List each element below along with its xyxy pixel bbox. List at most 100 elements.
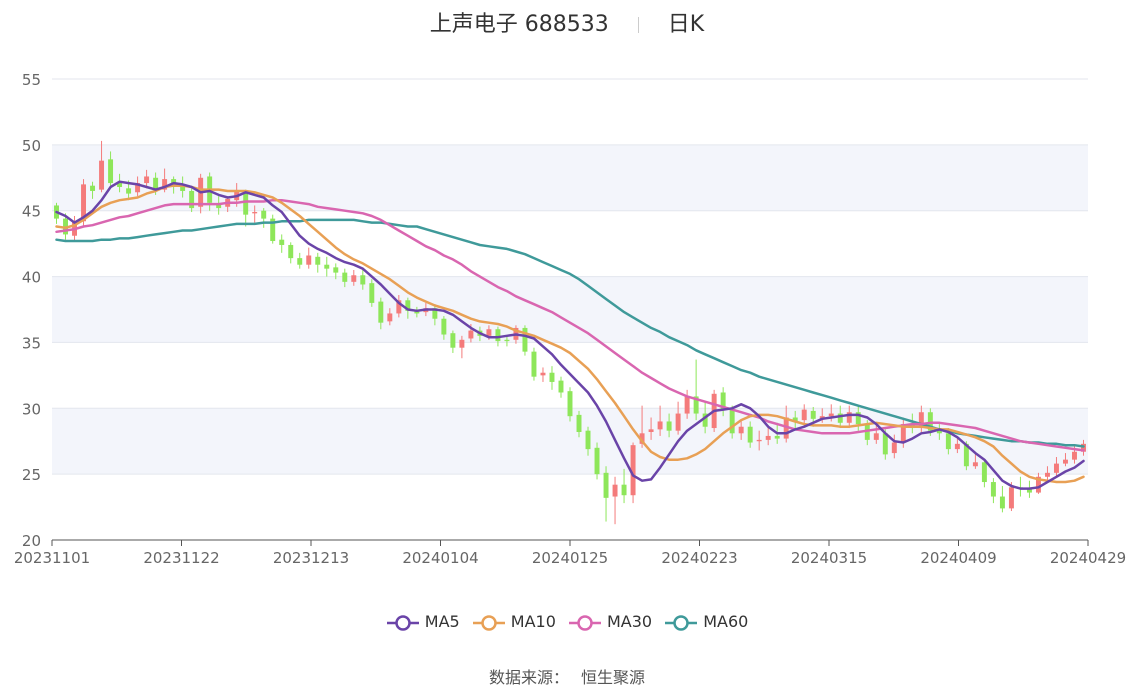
- grid-band: [52, 276, 1088, 343]
- candle-body: [432, 308, 438, 319]
- candle-body: [666, 421, 672, 431]
- candle-body: [81, 184, 87, 222]
- candle-body: [441, 318, 447, 335]
- legend-item-ma5[interactable]: MA5: [386, 612, 460, 632]
- candle-body: [594, 447, 600, 475]
- y-tick-label: 55: [22, 71, 41, 89]
- candle-body: [999, 496, 1005, 509]
- candle-body: [954, 443, 960, 450]
- candle-body: [387, 313, 393, 322]
- candle-body: [486, 329, 492, 336]
- candle-body: [630, 445, 636, 496]
- candle-body: [783, 417, 789, 439]
- candle-body: [612, 484, 618, 497]
- candle-body: [990, 482, 996, 497]
- x-tick-label: 20240429: [1050, 549, 1126, 567]
- y-tick-label: 50: [22, 137, 41, 155]
- x-tick-label: 20240223: [661, 549, 737, 567]
- legend: MA5 MA10 MA30 MA60: [0, 612, 1134, 632]
- y-tick-label: 30: [22, 400, 41, 418]
- candle-body: [540, 372, 546, 376]
- candle-body: [252, 212, 258, 214]
- candle-body: [126, 188, 132, 194]
- candle-body: [216, 204, 222, 209]
- candle-body: [279, 239, 285, 245]
- candle-body: [450, 333, 456, 348]
- x-tick-label: 20240125: [532, 549, 608, 567]
- candle-body: [855, 412, 861, 425]
- candle-body: [297, 258, 303, 265]
- data-source: 数据来源： 恒生聚源: [0, 664, 1134, 688]
- candle-body: [882, 433, 888, 455]
- legend-item-ma10[interactable]: MA10: [472, 612, 556, 632]
- x-tick-label: 20240409: [920, 549, 996, 567]
- candle-body: [531, 351, 537, 377]
- chart-title: 上声电子 688533 日K: [0, 6, 1134, 38]
- source-value: 恒生聚源: [581, 668, 646, 687]
- y-tick-label: 40: [22, 269, 41, 287]
- candlestick-chart: 20 25 30 35 40 45 50 55 20231101 20231122 2023121…: [14, 71, 1126, 567]
- candle-body: [495, 329, 501, 342]
- candle-body: [828, 413, 834, 417]
- candle-body: [522, 327, 528, 352]
- candle-body: [117, 181, 123, 188]
- candle-body: [792, 417, 798, 422]
- x-tick-label: 20231213: [273, 549, 349, 567]
- candle-body: [171, 179, 177, 185]
- candle-body: [153, 177, 159, 190]
- candle-body: [846, 412, 852, 423]
- candle-body: [837, 413, 843, 423]
- candle-body: [684, 396, 690, 414]
- candle-body: [342, 272, 348, 282]
- candle-body: [891, 442, 897, 454]
- y-tick-label: 45: [22, 203, 41, 221]
- stock-code: 688533: [524, 12, 609, 37]
- candle-body: [585, 430, 591, 450]
- candle-body: [819, 416, 825, 419]
- candle-body: [270, 218, 276, 242]
- candle-body: [243, 192, 249, 215]
- period-label: 日K: [667, 12, 705, 37]
- candle-body: [1063, 459, 1068, 464]
- candle-body: [360, 275, 366, 285]
- candle-body: [378, 301, 384, 323]
- candle-body: [927, 412, 933, 431]
- candle-body: [576, 414, 582, 432]
- x-axis: 20231101 20231122 20231213 20240104 20240125…: [14, 539, 1126, 567]
- grid-band: [52, 144, 1088, 211]
- legend-marker-icon: [472, 614, 505, 631]
- candle-body: [333, 267, 339, 273]
- candle-body: [936, 430, 942, 434]
- source-label: 数据来源：: [488, 668, 569, 687]
- candle-body: [99, 160, 105, 190]
- candle-body: [756, 439, 762, 442]
- candle-body: [810, 410, 816, 419]
- ma-line-ma30: [55, 198, 1085, 452]
- candle-body: [621, 484, 627, 496]
- legend-marker-icon: [386, 614, 419, 631]
- candle-body: [567, 391, 573, 417]
- candle-body: [162, 179, 168, 190]
- candle-body: [1053, 463, 1059, 473]
- candle-body: [369, 283, 375, 303]
- candle-body: [963, 443, 969, 467]
- y-tick-label: 20: [22, 532, 41, 550]
- candle-body: [774, 435, 780, 439]
- legend-label: MA10: [510, 612, 556, 631]
- candle-body: [603, 472, 609, 498]
- candle-body: [657, 421, 663, 430]
- candle-body: [459, 339, 465, 348]
- candle-body: [315, 256, 321, 265]
- legend-marker-icon: [568, 614, 601, 631]
- candle-body: [918, 412, 924, 429]
- legend-item-ma30[interactable]: MA30: [568, 612, 652, 632]
- candle-body: [972, 462, 978, 467]
- x-tick-label: 20240315: [791, 549, 867, 567]
- candle-body: [90, 185, 96, 191]
- x-tick-label: 20231101: [14, 549, 90, 567]
- legend-item-ma60[interactable]: MA60: [664, 612, 748, 632]
- candle-body: [702, 413, 708, 427]
- candle-body: [288, 244, 294, 259]
- candle-body: [1026, 488, 1032, 493]
- candle-body: [189, 190, 195, 209]
